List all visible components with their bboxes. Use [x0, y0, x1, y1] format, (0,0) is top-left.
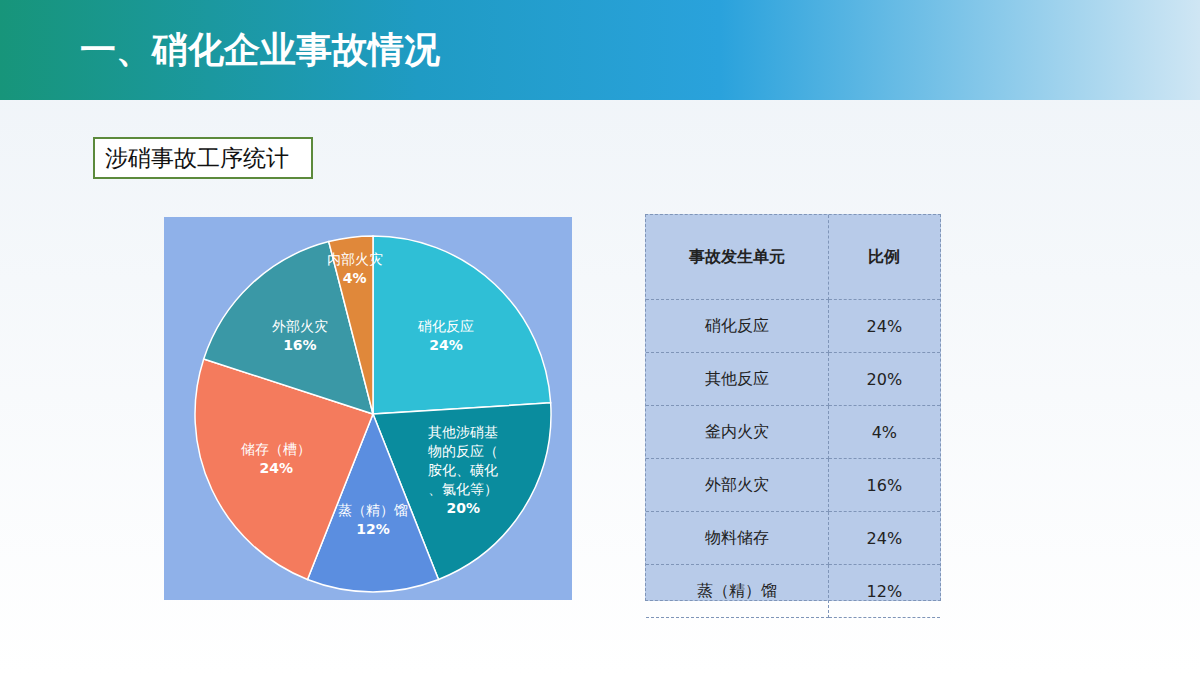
html-text:16%: 16%: [866, 475, 903, 495]
svg-text:储存（槽）24%: 储存（槽）24%: [241, 441, 311, 476]
html-text:一、硝化企业事故情况: 一、硝化企业事故情况: [80, 29, 440, 70]
html-text:事故发生单元: 事故发生单元: [688, 246, 785, 266]
svg-text:其他涉硝基物的反应（胺化、磺化、氯化等）20%: 其他涉硝基物的反应（胺化、磺化、氯化等）20%: [428, 424, 498, 516]
svg-text:内部火灾4%: 内部火灾4%: [327, 251, 383, 286]
svg-text:蒸（精）馏12%: 蒸（精）馏12%: [338, 502, 408, 537]
html-text:24%: 24%: [866, 316, 903, 336]
svg-text:外部火灾16%: 外部火灾16%: [272, 318, 328, 353]
html-text:釜内火灾: 釜内火灾: [704, 421, 769, 441]
svg-text:硝化反应24%: 硝化反应24%: [417, 318, 474, 353]
html-text:蒸（精）馏: 蒸（精）馏: [696, 580, 777, 600]
html-text:12%: 12%: [866, 581, 903, 601]
html-text:外部火灾: 外部火灾: [704, 474, 769, 494]
html-text:比例: 比例: [868, 246, 901, 266]
html-text:物料储存: 物料储存: [704, 527, 769, 547]
html-text:涉硝事故工序统计: 涉硝事故工序统计: [105, 144, 289, 171]
html-text:硝化反应: 硝化反应: [704, 315, 769, 335]
html-text:其他反应: 其他反应: [704, 368, 769, 388]
html-text:24%: 24%: [866, 528, 903, 548]
html-text:4%: 4%: [871, 422, 898, 442]
html-text:20%: 20%: [866, 369, 903, 389]
